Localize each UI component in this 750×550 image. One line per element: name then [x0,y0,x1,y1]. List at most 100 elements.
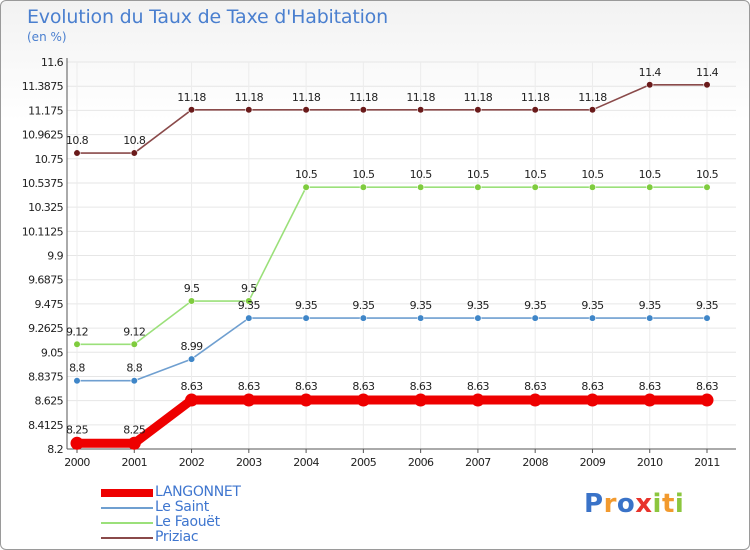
y-tick-label: 8.4125 [28,419,63,432]
data-label-priziac: 11.18 [177,91,206,104]
data-point-le-faou-t [359,183,367,191]
legend-swatch [101,506,153,509]
legend-swatch [101,536,153,539]
data-point-priziac [703,81,711,89]
data-point-le-faou-t [302,183,310,191]
x-tick-label: 2005 [351,456,377,469]
data-label-le-faou-t: 10.5 [467,168,490,181]
data-point-langonnet [242,393,256,407]
data-point-priziac [302,106,310,114]
logo-letter: o [616,489,636,519]
data-point-le-saint [646,314,654,322]
legend-item-le-faou-t: Le Faouët [101,515,241,530]
data-point-le-faou-t [646,183,654,191]
data-point-priziac [646,81,654,89]
y-tick-label: 10.1125 [22,225,64,238]
y-tick-label: 11.3875 [22,80,64,93]
data-label-le-saint: 8.8 [69,362,85,375]
data-point-le-faou-t [703,183,711,191]
y-tick-label: 9.2625 [28,322,63,335]
data-point-le-faou-t [531,183,539,191]
data-label-le-saint: 8.8 [126,362,142,375]
y-tick-label: 8.625 [35,395,64,408]
y-tick-label: 8.8375 [28,370,63,383]
y-tick-label: 8.2 [47,443,63,456]
data-label-priziac: 11.4 [696,66,719,79]
data-point-langonnet [643,393,657,407]
x-tick-label: 2009 [580,456,606,469]
data-point-le-saint [474,314,482,322]
data-label-priziac: 11.18 [349,91,378,104]
data-label-le-faou-t: 10.5 [639,168,662,181]
data-label-priziac: 10.8 [66,134,89,147]
data-point-le-saint [588,314,597,322]
x-tick-label: 2003 [236,456,262,469]
data-label-le-faou-t: 9.5 [241,282,257,295]
data-label-le-faou-t: 9.12 [123,325,145,338]
logo-letter: P [584,489,604,519]
y-tick-label: 10.5375 [22,177,64,190]
data-label-le-faou-t: 10.5 [295,168,318,181]
data-label-le-faou-t: 9.5 [184,282,200,295]
data-label-langonnet: 8.63 [581,380,604,393]
data-point-le-faou-t [245,297,253,305]
data-label-priziac: 11.18 [406,91,435,104]
data-point-le-saint [130,377,138,385]
data-label-priziac: 11.18 [578,91,607,104]
data-point-le-faou-t [130,340,138,348]
x-tick-label: 2008 [522,456,548,469]
y-tick-label: 10.9625 [22,129,64,142]
logo-letter: r [603,489,617,519]
logo-letter: i [674,489,685,519]
data-label-langonnet: 8.63 [696,380,719,393]
data-point-le-saint [73,377,81,385]
data-point-priziac [417,106,425,114]
series-line-le-saint [76,317,708,382]
x-tick-label: 2004 [293,456,319,469]
data-label-le-faou-t: 10.5 [352,168,375,181]
data-label-langonnet: 8.63 [639,380,662,393]
data-point-priziac [588,106,597,114]
data-point-le-saint [187,355,196,363]
y-tick-label: 9.05 [41,346,64,359]
data-point-priziac [73,149,81,157]
logo-letter: i [652,489,662,519]
legend-label: Le Faouët [155,514,220,530]
legend-item-langonnet: LANGONNET [101,485,241,500]
series-line-langonnet [72,395,712,448]
data-point-le-saint [302,314,310,322]
legend-label: Le Saint [155,499,209,515]
y-tick-label: 9.475 [35,298,64,311]
data-point-le-faou-t [73,340,81,348]
x-tick-label: 2011 [694,456,720,469]
data-label-le-saint: 9.35 [524,299,547,312]
chart-title: Evolution du Taux de Taxe d'Habitation [27,6,388,28]
x-tick-label: 2000 [64,456,90,469]
data-label-priziac: 10.8 [123,134,146,147]
data-label-priziac: 11.18 [521,91,550,104]
data-label-langonnet: 8.63 [238,380,261,393]
data-label-le-saint: 9.35 [639,299,662,312]
data-label-priziac: 11.4 [639,66,662,79]
data-label-le-faou-t: 10.5 [581,168,604,181]
data-label-le-saint: 9.35 [581,299,604,312]
y-tick-label: 11.175 [28,104,63,117]
data-label-le-faou-t: 10.5 [524,168,547,181]
data-point-priziac [359,106,367,114]
data-label-priziac: 11.18 [292,91,321,104]
data-point-le-saint [359,314,367,322]
data-label-langonnet: 8.25 [66,423,89,436]
data-point-priziac [474,106,482,114]
chart-legend: LANGONNET Le Saint Le Faouët Priziac [101,485,241,545]
legend-item-priziac: Priziac [101,530,241,545]
y-tick-label: 10.325 [28,201,63,214]
x-tick-label: 2006 [408,456,434,469]
y-tick-label: 11.6 [41,56,64,69]
data-point-le-saint [703,314,711,322]
data-label-langonnet: 8.63 [410,380,433,393]
x-tick-label: 2007 [465,456,491,469]
data-point-le-faou-t [187,297,196,305]
data-point-langonnet [471,393,485,407]
data-label-langonnet: 8.63 [467,380,490,393]
